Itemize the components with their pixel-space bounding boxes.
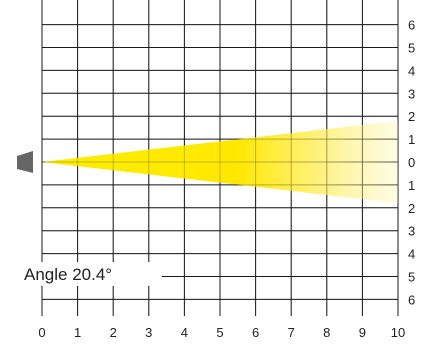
y-tick-label: 3 xyxy=(408,224,415,239)
y-tick-label: 6 xyxy=(408,292,415,307)
x-axis-labels: 0 1 2 3 4 5 6 7 8 9 10 xyxy=(38,325,405,340)
y-tick-label: 4 xyxy=(408,63,415,78)
light-beam xyxy=(42,120,398,204)
y-tick-label: 3 xyxy=(408,86,415,101)
y-tick-label: 2 xyxy=(408,109,415,124)
x-tick-label: 2 xyxy=(110,325,117,340)
x-tick-label: 10 xyxy=(391,325,405,340)
x-tick-label: 0 xyxy=(38,325,45,340)
x-tick-label: 8 xyxy=(323,325,330,340)
y-tick-label: 5 xyxy=(408,41,415,56)
y-tick-label: 1 xyxy=(408,178,415,193)
x-tick-label: 4 xyxy=(181,325,188,340)
angle-label-box xyxy=(22,262,162,286)
y-tick-label: 6 xyxy=(408,18,415,33)
x-tick-label: 3 xyxy=(145,325,152,340)
angle-label: Angle 20.4° xyxy=(24,265,112,284)
grid-overlay xyxy=(42,0,399,316)
y-tick-label: 2 xyxy=(408,201,415,216)
x-tick-label: 6 xyxy=(252,325,259,340)
y-tick-label: 0 xyxy=(408,155,415,170)
y-tick-label: 4 xyxy=(408,247,415,262)
y-axis-labels: 6 5 4 3 2 1 0 1 2 3 4 5 6 xyxy=(408,18,415,308)
y-tick-label: 1 xyxy=(408,132,415,147)
light-source-icon xyxy=(17,151,33,173)
x-tick-label: 9 xyxy=(359,325,366,340)
x-tick-label: 7 xyxy=(288,325,295,340)
y-tick-label: 5 xyxy=(408,270,415,285)
x-tick-label: 5 xyxy=(216,325,223,340)
x-tick-label: 1 xyxy=(74,325,81,340)
